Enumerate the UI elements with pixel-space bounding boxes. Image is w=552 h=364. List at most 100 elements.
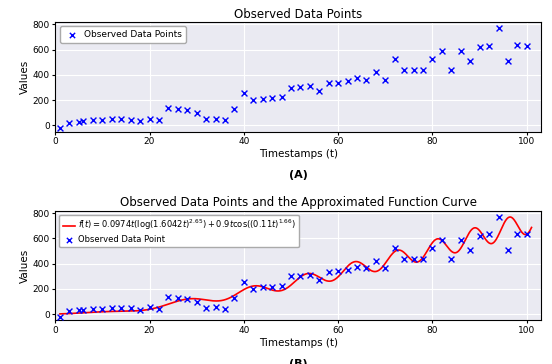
$f(t) = 0.0974t(\log(1.6042t)^{2.65}) + 0.9t\cos((0.11t)^{1.66})$ — [273, 289, 280, 293]
Observed Data Points — [513, 42, 522, 48]
Observed Data Points — [88, 118, 97, 123]
Observed Data Points — [362, 77, 371, 83]
Observed Data Point — [145, 305, 154, 310]
Observed Data Points — [240, 90, 248, 96]
Observed Data Points — [457, 48, 465, 54]
Observed Data Points — [79, 118, 88, 124]
Observed Data Points — [447, 67, 456, 73]
Observed Data Points — [183, 107, 192, 113]
Observed Data Point — [258, 284, 267, 290]
Observed Data Points — [503, 58, 512, 64]
Observed Data Point — [315, 277, 323, 283]
Observed Data Points — [305, 83, 314, 89]
Observed Data Point — [211, 305, 220, 310]
Observed Data Point — [88, 306, 97, 312]
Observed Data Point — [371, 258, 380, 264]
Observed Data Point — [400, 256, 408, 262]
Observed Data Point — [240, 279, 248, 285]
X-axis label: Timestamps (t): Timestamps (t) — [258, 338, 338, 348]
Observed Data Points — [126, 117, 135, 123]
$f(t) = 0.0974t(\log(1.6042t)^{2.65}) + 0.9t\cos((0.11t)^{1.66})$ — [286, 284, 293, 289]
Observed Data Points — [108, 116, 116, 122]
Observed Data Points — [173, 106, 182, 112]
Observed Data Points — [221, 118, 230, 123]
Observed Data Points — [522, 43, 531, 48]
Observed Data Points — [400, 67, 408, 73]
Observed Data Point — [447, 256, 456, 262]
$f(t) = 0.0974t(\log(1.6042t)^{2.65}) + 0.9t\cos((0.11t)^{1.66})$ — [528, 225, 535, 230]
Observed Data Points — [268, 95, 277, 101]
Observed Data Points — [249, 98, 258, 103]
Observed Data Point — [409, 256, 418, 262]
Observed Data Point — [155, 306, 163, 312]
Observed Data Point — [230, 295, 239, 301]
Observed Data Point — [126, 305, 135, 311]
Observed Data Point — [494, 214, 503, 219]
Observed Data Points — [428, 56, 437, 62]
Observed Data Points — [371, 69, 380, 75]
Observed Data Points — [390, 56, 399, 62]
Observed Data Point — [221, 306, 230, 312]
Legend: $f(t) = 0.0974t(\log(1.6042t)^{2.65}) + 0.9t\cos((0.11t)^{1.66})$, Observed Data: $f(t) = 0.0974t(\log(1.6042t)^{2.65}) + … — [60, 215, 299, 247]
Observed Data Point — [56, 314, 65, 320]
$f(t) = 0.0974t(\log(1.6042t)^{2.65}) + 0.9t\cos((0.11t)^{1.66})$ — [428, 242, 434, 246]
Observed Data Point — [98, 306, 107, 312]
Observed Data Points — [75, 119, 83, 124]
Observed Data Points — [494, 25, 503, 31]
Observed Data Point — [325, 269, 333, 275]
Y-axis label: Values: Values — [20, 248, 30, 282]
Observed Data Points — [475, 44, 484, 50]
Observed Data Points — [201, 116, 210, 122]
Observed Data Point — [173, 295, 182, 301]
Observed Data Points — [230, 106, 239, 112]
Observed Data Point — [334, 269, 343, 274]
Observed Data Points — [343, 78, 352, 84]
Observed Data Points — [277, 94, 286, 100]
Observed Data Point — [79, 307, 88, 313]
Observed Data Points — [136, 118, 145, 124]
Observed Data Point — [381, 265, 390, 271]
Observed Data Point — [457, 237, 465, 243]
Observed Data Points — [334, 80, 343, 86]
Observed Data Points — [409, 67, 418, 73]
Observed Data Point — [438, 237, 447, 243]
Observed Data Point — [249, 286, 258, 292]
Observed Data Point — [522, 232, 531, 237]
Observed Data Points — [258, 96, 267, 102]
Observed Data Point — [136, 307, 145, 313]
Text: (A): (A) — [289, 170, 307, 181]
Text: (B): (B) — [289, 359, 307, 364]
Observed Data Point — [75, 308, 83, 313]
Observed Data Point — [192, 299, 201, 305]
Observed Data Points — [192, 110, 201, 116]
Observed Data Points — [418, 67, 427, 73]
Observed Data Points — [296, 84, 305, 90]
Observed Data Point — [164, 294, 173, 300]
Observed Data Points — [211, 116, 220, 122]
Observed Data Point — [117, 305, 126, 311]
Observed Data Point — [353, 264, 362, 270]
Observed Data Point — [108, 305, 116, 311]
Observed Data Point — [485, 232, 493, 237]
Observed Data Point — [390, 245, 399, 251]
Observed Data Points — [164, 105, 173, 111]
Title: Observed Data Points and the Approximated Function Curve: Observed Data Points and the Approximate… — [120, 197, 476, 209]
Observed Data Points — [65, 120, 74, 126]
Observed Data Point — [277, 283, 286, 289]
Observed Data Point — [343, 267, 352, 273]
$f(t) = 0.0974t(\log(1.6042t)^{2.65}) + 0.9t\cos((0.11t)^{1.66})$ — [515, 224, 522, 229]
Observed Data Points — [56, 125, 65, 131]
Observed Data Points — [286, 85, 295, 91]
$f(t) = 0.0974t(\log(1.6042t)^{2.65}) + 0.9t\cos((0.11t)^{1.66})$ — [57, 312, 63, 316]
Observed Data Points — [466, 58, 475, 64]
Legend: Observed Data Points: Observed Data Points — [60, 26, 185, 43]
Observed Data Point — [466, 247, 475, 253]
Observed Data Points — [315, 88, 323, 94]
Observed Data Points — [117, 116, 126, 122]
Line: $f(t) = 0.0974t(\log(1.6042t)^{2.65}) + 0.9t\cos((0.11t)^{1.66})$: $f(t) = 0.0974t(\log(1.6042t)^{2.65}) + … — [60, 217, 532, 314]
Observed Data Point — [513, 231, 522, 237]
X-axis label: Timestamps (t): Timestamps (t) — [258, 149, 338, 159]
Title: Observed Data Points: Observed Data Points — [234, 8, 362, 21]
Observed Data Point — [362, 265, 371, 271]
Y-axis label: Values: Values — [20, 60, 30, 94]
